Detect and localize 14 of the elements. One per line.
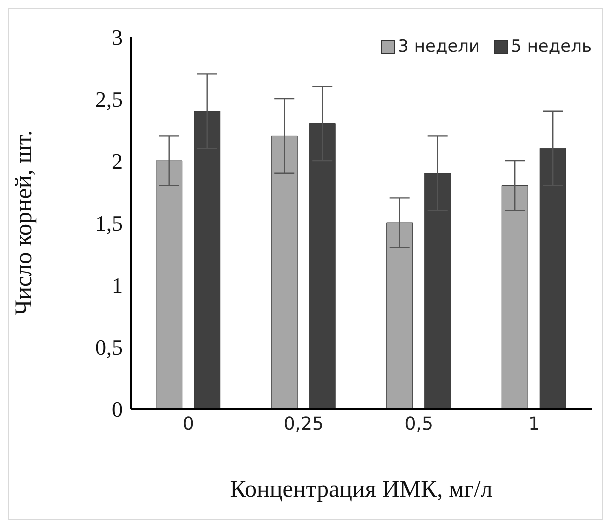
x-tick-label: 0 [182, 414, 194, 435]
x-axis-title: Концентрация ИМК, мг/л [230, 477, 493, 503]
y-tick-label: 2,5 [96, 86, 123, 112]
y-axis-title: Число корней, шт. [12, 130, 38, 316]
x-tick-label: 1 [528, 414, 540, 435]
legend-label: 5 недель [511, 37, 592, 57]
y-tick-label: 3 [112, 24, 123, 50]
y-tick-label: 0,5 [96, 334, 123, 360]
x-tick-label: 0,5 [404, 414, 434, 435]
y-tick-label: 1,5 [96, 210, 123, 236]
y-tick-label: 2 [112, 148, 123, 174]
legend-label: 3 недели [398, 37, 480, 57]
x-tick-label: 0,25 [284, 414, 324, 435]
y-tick-label: 1 [112, 272, 123, 298]
